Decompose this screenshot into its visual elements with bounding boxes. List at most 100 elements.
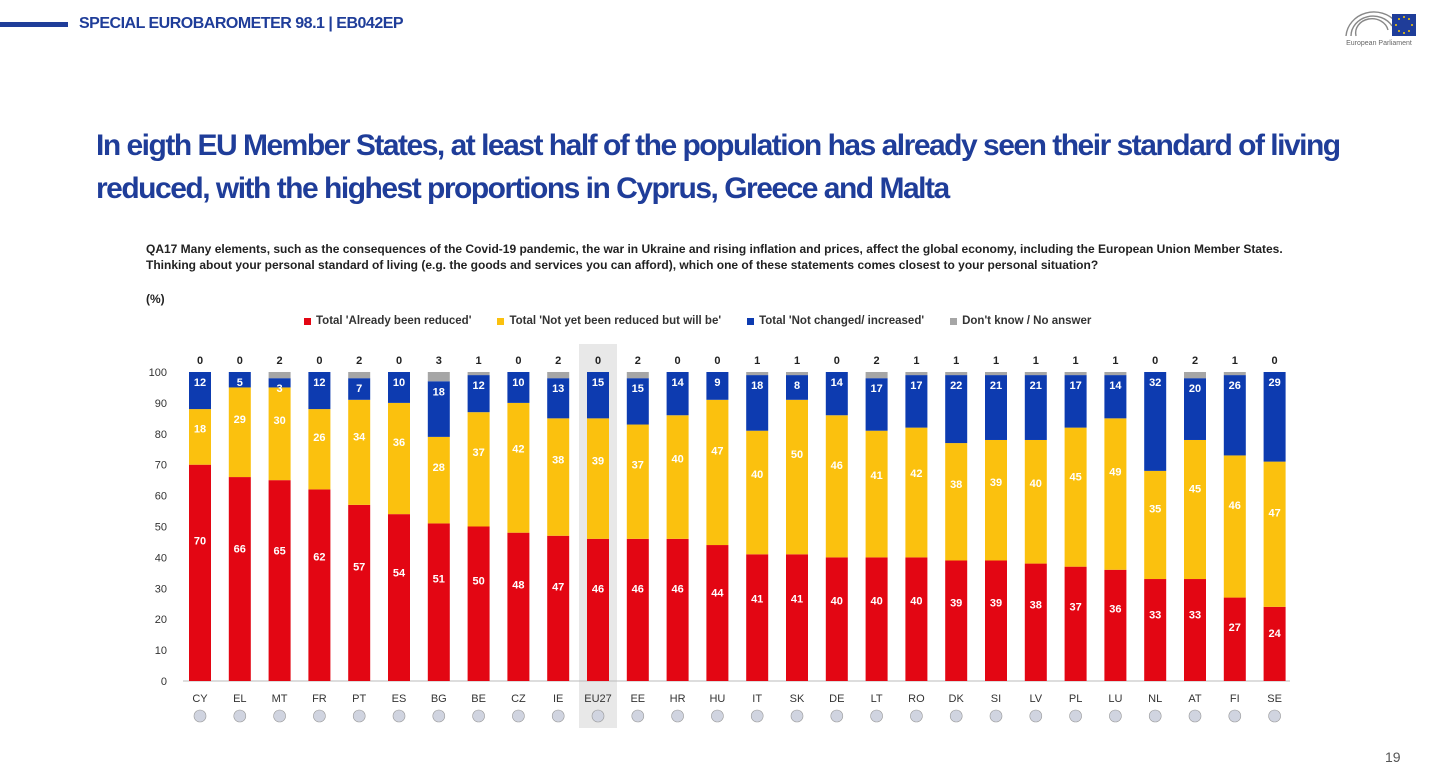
- bar-segment: [1184, 372, 1206, 379]
- bar-segment: [1184, 579, 1206, 681]
- data-label: 54: [393, 568, 406, 580]
- bar-segment: [388, 402, 410, 515]
- data-label: 40: [870, 596, 882, 608]
- ireland-flag: [551, 709, 565, 723]
- legend-label-dont-know: Don't know / No answer: [962, 315, 1092, 327]
- bar-segment: [228, 372, 251, 388]
- eu-flag: [591, 709, 605, 723]
- data-label: 37: [472, 447, 484, 459]
- dont-know-label: 2: [277, 355, 283, 367]
- legend-item-not-changed: Total 'Not changed/ increased': [747, 312, 924, 330]
- data-label: 45: [1189, 484, 1201, 496]
- x-tick-label: EU27: [584, 693, 612, 705]
- data-label: 27: [1229, 622, 1241, 634]
- austria-flag: [1188, 709, 1202, 723]
- y-tick-label: 80: [155, 429, 167, 441]
- data-label: 46: [831, 460, 843, 472]
- x-tick-label: BG: [431, 693, 447, 705]
- x-tick-label: PT: [352, 693, 366, 705]
- data-label: 21: [1030, 380, 1042, 392]
- bar-segment: [865, 372, 888, 379]
- bar-segment: [587, 418, 609, 539]
- x-tick-label: IT: [752, 693, 762, 705]
- data-label: 30: [273, 415, 285, 427]
- bar-segment: [1184, 378, 1206, 440]
- france-flag: [313, 709, 326, 723]
- data-label: 5: [237, 377, 243, 389]
- data-label: 26: [313, 432, 325, 444]
- data-label: 14: [1109, 380, 1122, 392]
- bar-segment: [467, 372, 490, 376]
- logo-label: European Parliament: [1346, 40, 1412, 47]
- dont-know-label: 0: [595, 355, 601, 367]
- data-label: 38: [1030, 600, 1042, 612]
- data-label: 36: [393, 437, 405, 449]
- bar-segment: [786, 372, 808, 376]
- dont-know-label: 2: [874, 355, 880, 367]
- data-label: 15: [592, 377, 604, 389]
- data-label: 49: [1109, 466, 1121, 478]
- dont-know-label: 0: [1272, 355, 1278, 367]
- x-tick-label: DE: [829, 693, 844, 705]
- bar-segment: [1223, 455, 1246, 598]
- cyprus-flag: [193, 709, 207, 723]
- belgium-flag: [472, 709, 485, 723]
- slide-title: In eigth EU Member States, at least half…: [96, 129, 1341, 205]
- bar-segment: [905, 372, 928, 376]
- legend-swatch-dont-know: [950, 317, 958, 325]
- data-label: 14: [831, 377, 844, 389]
- bar-segment: [865, 378, 888, 431]
- bar-segment: [1144, 372, 1167, 471]
- bar-segment: [427, 436, 450, 524]
- x-tick-label: EE: [630, 693, 645, 705]
- x-tick-label: FI: [1230, 693, 1240, 705]
- x-tick-label: SI: [991, 693, 1001, 705]
- croatia-flag: [671, 709, 684, 723]
- data-label: 34: [353, 432, 366, 444]
- data-label: 42: [512, 443, 524, 455]
- bar-segment: [308, 489, 331, 681]
- malta-flag: [273, 709, 286, 723]
- bar-segment: [1024, 439, 1047, 564]
- x-tick-label: CZ: [511, 693, 526, 705]
- dont-know-label: 1: [476, 355, 482, 367]
- data-label: 41: [870, 470, 882, 482]
- bar-segment: [786, 399, 808, 555]
- bar-segment: [268, 372, 291, 379]
- dont-know-label: 0: [515, 355, 521, 367]
- legend-swatch-will-be: [497, 317, 505, 325]
- dont-know-label: 1: [913, 355, 919, 367]
- data-label: 17: [870, 383, 882, 395]
- x-tick-label: LT: [871, 693, 883, 705]
- data-label: 10: [393, 377, 405, 389]
- czechia-flag: [512, 709, 525, 723]
- x-tick-label: HU: [709, 693, 725, 705]
- dont-know-label: 0: [834, 355, 840, 367]
- bar-segment: [1144, 579, 1167, 681]
- poland-flag: [1069, 709, 1082, 723]
- bar-segment: [1144, 470, 1167, 580]
- dont-know-label: 3: [436, 355, 442, 367]
- bar-segment: [1223, 597, 1246, 681]
- dont-know-label: 0: [316, 355, 322, 367]
- bar-segment: [985, 560, 1007, 681]
- x-tick-label: AT: [1188, 693, 1202, 705]
- data-label: 32: [1149, 377, 1161, 389]
- x-tick-label: HR: [670, 693, 686, 705]
- data-label: 39: [592, 456, 604, 468]
- data-label: 13: [552, 383, 564, 395]
- data-label: 17: [910, 380, 922, 392]
- bar-segment: [905, 427, 928, 558]
- bar-segment: [1064, 427, 1087, 567]
- y-tick-label: 20: [155, 614, 167, 626]
- x-tick-label: LV: [1029, 693, 1042, 705]
- data-label: 18: [194, 424, 206, 436]
- data-label: 39: [990, 598, 1002, 610]
- bulgaria-flag: [432, 709, 446, 723]
- bar-segment: [189, 372, 211, 410]
- bar-segment: [507, 372, 530, 403]
- estonia-flag: [631, 709, 645, 723]
- bar-segment: [587, 538, 609, 681]
- data-label: 14: [671, 377, 684, 389]
- bar-segment: [228, 477, 251, 681]
